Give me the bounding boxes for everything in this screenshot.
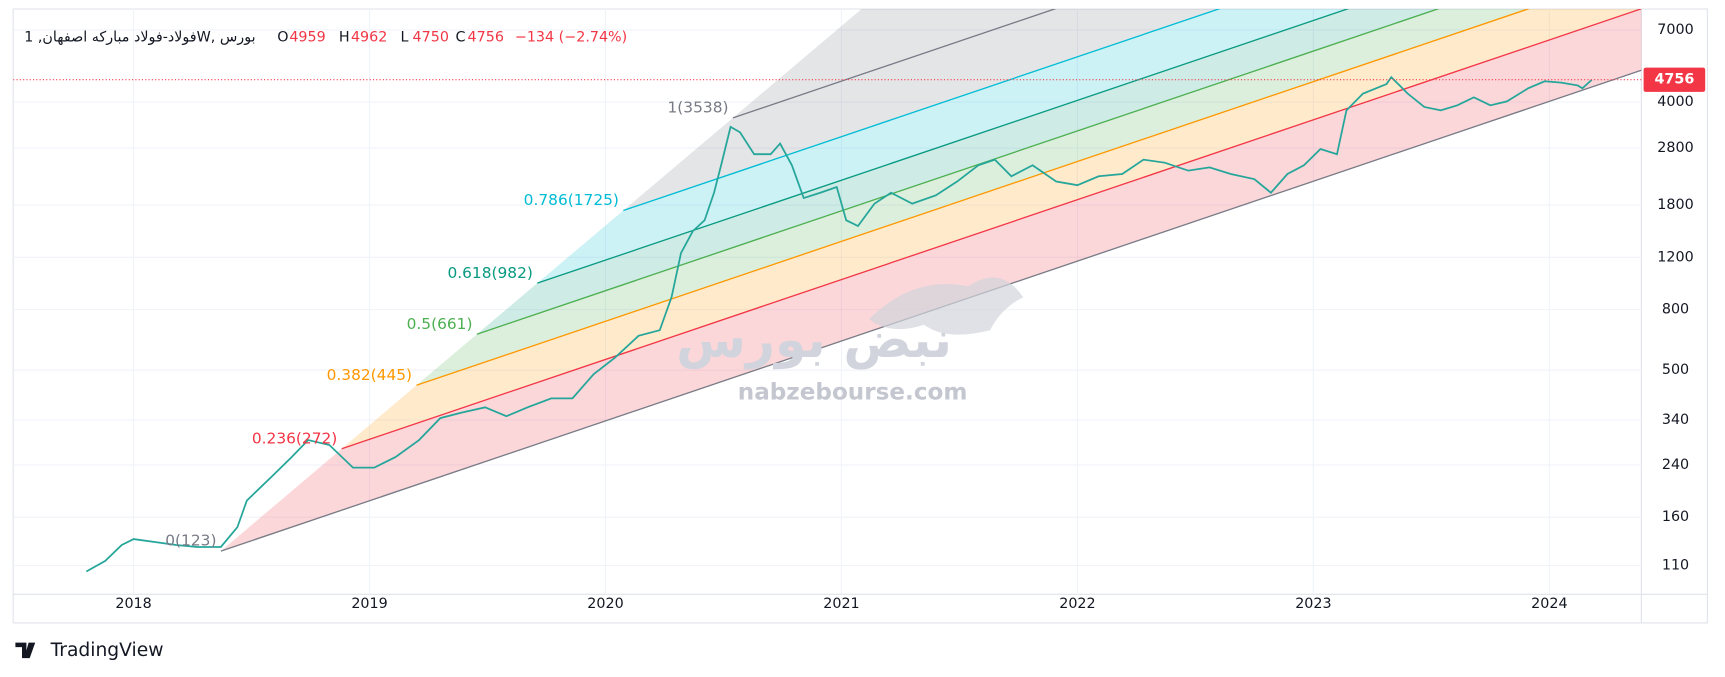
fib-line (537, 9, 1350, 284)
ohlc-value: 4756 (468, 30, 504, 46)
fib-line (341, 9, 1642, 450)
fib-line (732, 9, 1057, 119)
x-tick-label: 2024 (1531, 596, 1567, 612)
ohlc-value: 4962 (351, 30, 387, 46)
brand: TradingView (50, 640, 164, 661)
fib-band (220, 9, 1642, 552)
ohlc-label: L (400, 30, 408, 46)
grid (13, 9, 1642, 595)
ohlc-label: O (277, 30, 288, 46)
y-tick-label: 1200 (1657, 249, 1693, 265)
x-tick-label: 2022 (1059, 596, 1095, 612)
fib-label: 0.786(1725) (524, 191, 619, 209)
y-tick-label: 4000 (1657, 94, 1693, 110)
last-price-box (1643, 67, 1706, 92)
watermark-site: nabzebourse.com (738, 379, 968, 405)
y-tick-label: 500 (1662, 362, 1689, 378)
fib-label: 0.618(982) (447, 264, 532, 282)
fib-line (623, 9, 1221, 212)
y-tick-label: 240 (1662, 457, 1689, 473)
x-tick-label: 2020 (587, 596, 623, 612)
ohlc-value: 4750 (413, 30, 449, 46)
fib-label: 0(123) (165, 532, 216, 550)
ohlc-label: C (455, 30, 465, 46)
x-tick-label: 2019 (351, 596, 387, 612)
y-tick-label: 340 (1662, 412, 1689, 428)
fib-label: 0.382(445) (327, 366, 412, 384)
y-tick-label: 1800 (1657, 197, 1693, 213)
ohlc-value: 4959 (289, 30, 325, 46)
fib-line (476, 9, 1440, 335)
fib-label: 1(3538) (668, 98, 729, 116)
ohlc-label: H (339, 30, 350, 46)
tv-logo (15, 642, 36, 659)
pane (12, 8, 1708, 624)
fib-label: 0.5(661) (407, 315, 473, 333)
fib-label: 0.236(272) (252, 429, 337, 447)
axes: 110 160 240 340 500 800 1200 1800 2800 4000 7000 20… (115, 22, 1706, 612)
ohlc: O 4959 H 4962 L 4750 C 4756 (277, 30, 504, 46)
x-tick-label: 2023 (1295, 596, 1331, 612)
x-tick-label: 2018 (115, 596, 151, 612)
y-tick-label: 7000 (1657, 22, 1693, 38)
fib-line (416, 9, 1530, 386)
watermark: نبض بورس nabzebourse.com (676, 277, 1024, 405)
watermark-logo: نبض بورس (676, 310, 952, 370)
price-line (85, 75, 1593, 573)
series (13, 75, 1642, 573)
y-tick-label: 800 (1662, 302, 1689, 318)
symbol: فولاد-فولاد مبارکه اصفهان, 1W, بورس (24, 30, 255, 46)
x-tick-label: 2021 (823, 596, 859, 612)
y-tick-label: 110 (1662, 558, 1689, 574)
watermark-bull (869, 277, 1024, 335)
last-price-label: 4756 (1654, 72, 1694, 88)
fib-channel (220, 9, 1642, 552)
y-tick-label: 2800 (1657, 140, 1693, 156)
y-tick-label: 160 (1662, 509, 1689, 525)
fib-line (220, 69, 1642, 552)
change: −134 (−2.74%) (515, 30, 627, 46)
